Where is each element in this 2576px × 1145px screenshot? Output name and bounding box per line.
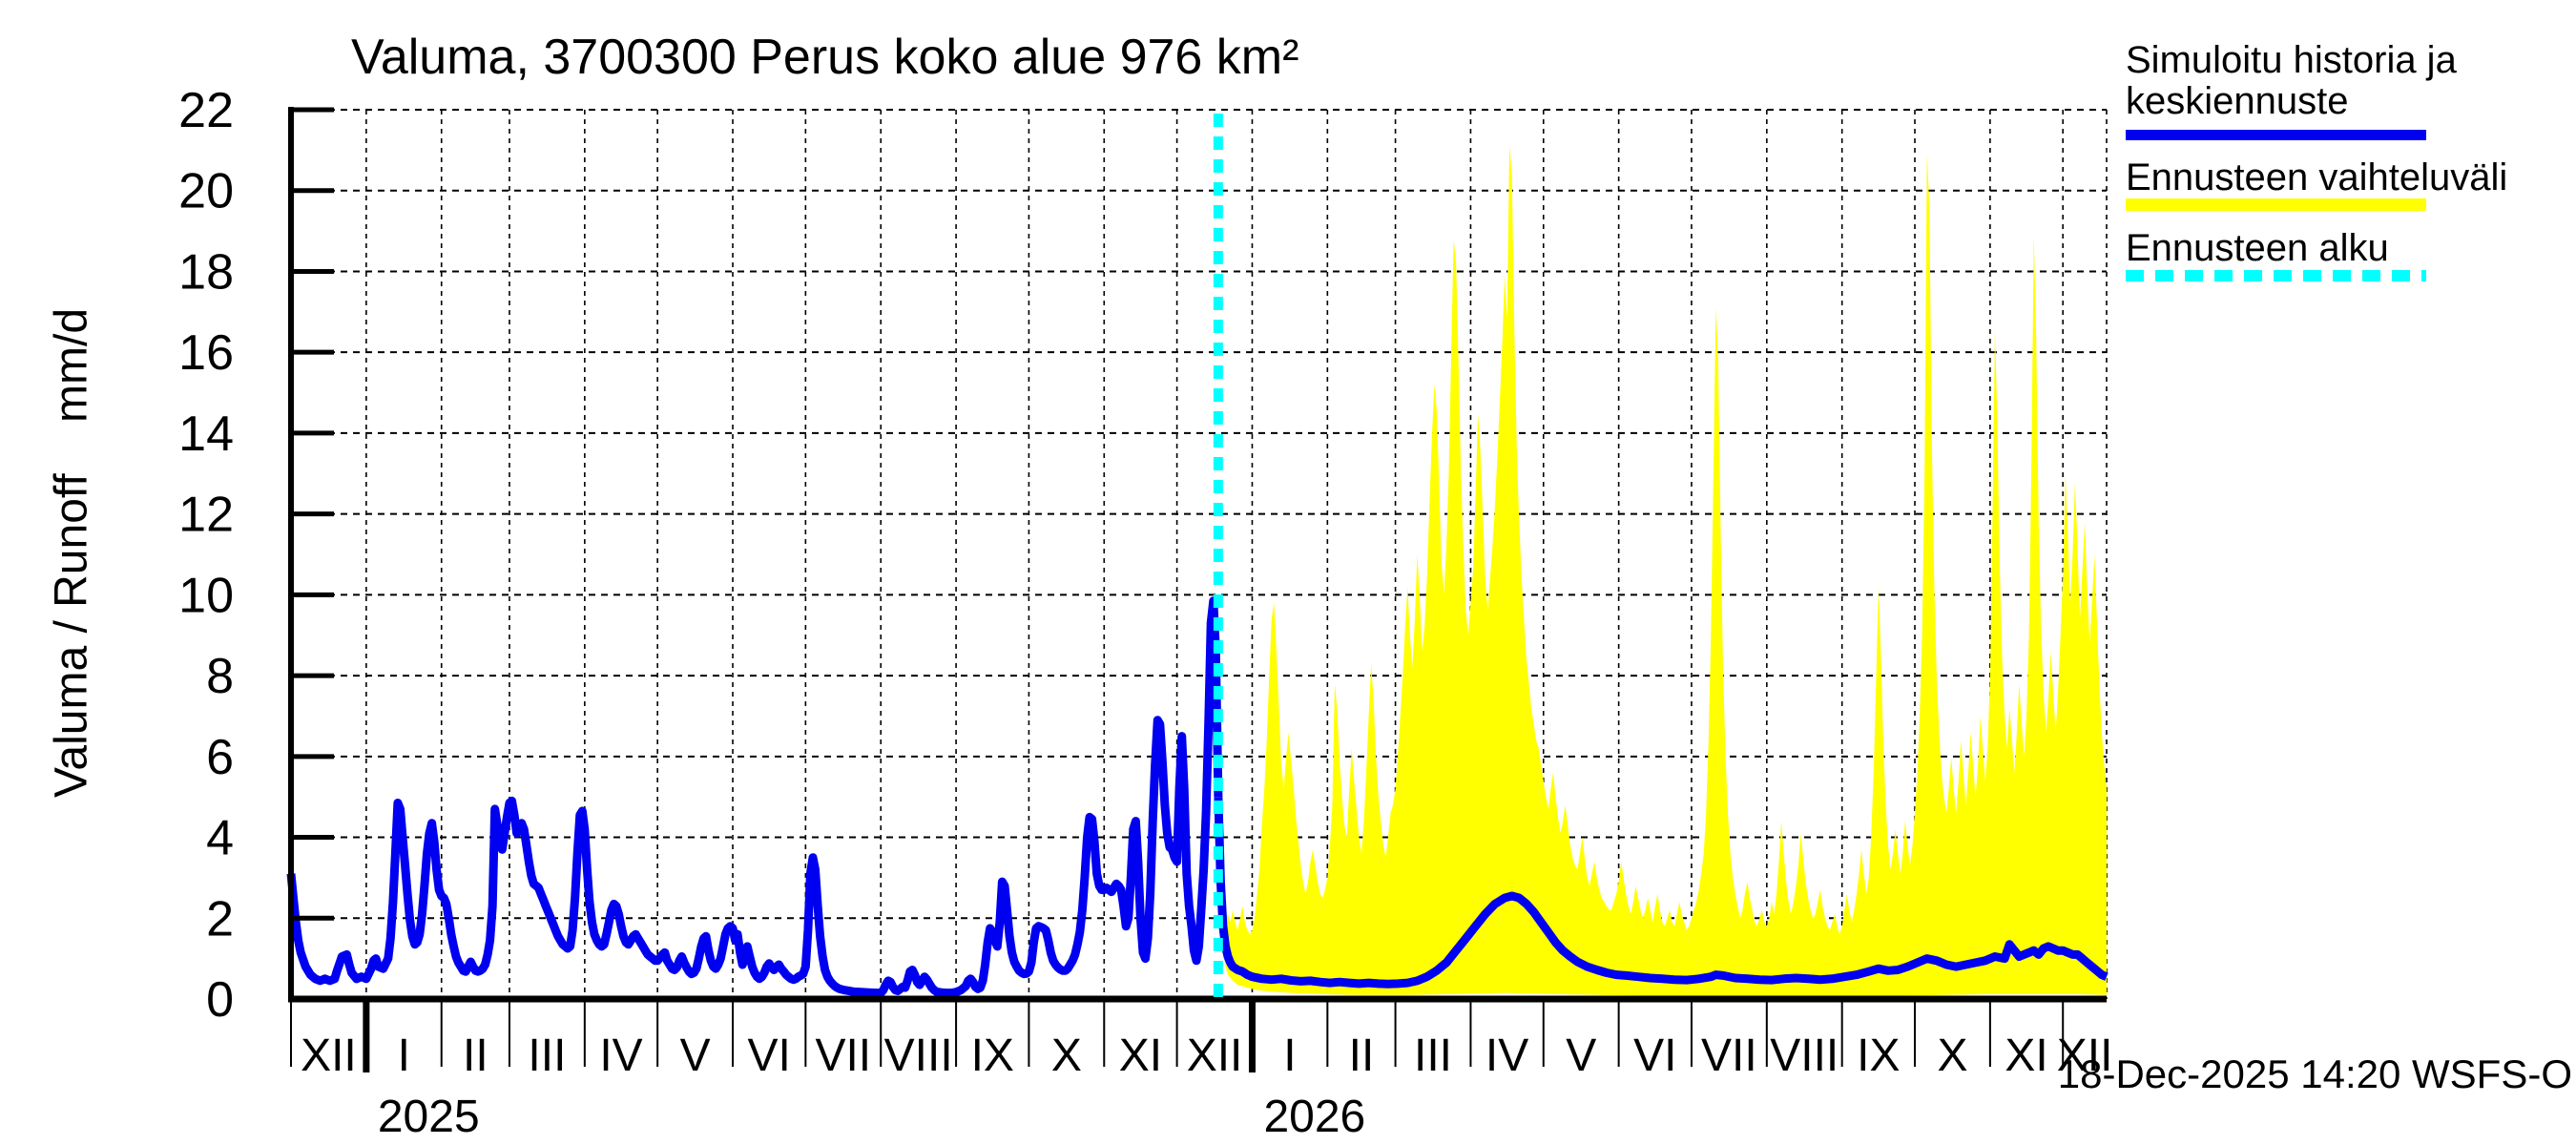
month-label: X bbox=[1051, 1030, 1082, 1081]
month-label: II bbox=[463, 1030, 488, 1081]
month-label: VIII bbox=[884, 1030, 953, 1081]
month-label: XII bbox=[1187, 1030, 1243, 1081]
month-label: V bbox=[680, 1030, 711, 1081]
month-label: II bbox=[1349, 1030, 1375, 1081]
legend-label-range: Ennusteen vaihteluväli bbox=[2126, 156, 2508, 198]
y-tick-label: 8 bbox=[206, 649, 234, 704]
y-tick-label: 0 bbox=[206, 972, 234, 1028]
y-tick-label: 12 bbox=[178, 488, 234, 543]
page-title: Valuma, 3700300 Perus koko alue 976 km² bbox=[351, 30, 1299, 85]
legend-label-history-line2: keskiennuste bbox=[2126, 80, 2349, 122]
y-tick-label: 4 bbox=[206, 811, 234, 866]
month-label: III bbox=[528, 1030, 566, 1081]
month-label: XII bbox=[2057, 1030, 2113, 1081]
timestamp-watermark: 18-Dec-2025 14:20 WSFS-O bbox=[2057, 1051, 2572, 1096]
chart-legend: Simuloitu historia ja keskiennuste Ennus… bbox=[2126, 0, 2574, 315]
y-tick-label: 16 bbox=[178, 325, 234, 381]
month-label: III bbox=[1414, 1030, 1452, 1081]
month-label: XII bbox=[301, 1030, 357, 1081]
legend-label-history-line1: Simuloitu historia ja bbox=[2126, 39, 2457, 81]
month-label: I bbox=[1283, 1030, 1296, 1081]
month-label: XI bbox=[2005, 1030, 2047, 1081]
month-label: X bbox=[1937, 1030, 1967, 1081]
y-tick-label: 14 bbox=[178, 406, 234, 462]
month-label: IX bbox=[971, 1030, 1014, 1081]
y-tick-label: 6 bbox=[206, 730, 234, 785]
forecast-mean-line bbox=[1214, 797, 2109, 989]
y-tick-label: 18 bbox=[178, 244, 234, 300]
month-label: IV bbox=[599, 1030, 642, 1081]
month-label: XI bbox=[1119, 1030, 1162, 1081]
year-label: 2026 bbox=[1263, 1092, 1365, 1142]
y-tick-label: 20 bbox=[178, 164, 234, 219]
y-tick-label: 2 bbox=[206, 891, 234, 947]
forecast-range-band bbox=[1217, 146, 2107, 997]
legend-line-range-icon bbox=[2126, 198, 2426, 211]
legend-line-history-icon bbox=[2126, 130, 2426, 140]
month-label: VII bbox=[1701, 1030, 1757, 1081]
legend-line-forecast-start-icon bbox=[2126, 270, 2426, 281]
year-label: 2025 bbox=[378, 1092, 480, 1142]
legend-label-forecast-start: Ennusteen alku bbox=[2126, 227, 2389, 269]
y-tick-label: 10 bbox=[178, 568, 234, 623]
month-label: IV bbox=[1485, 1030, 1528, 1081]
month-label: VI bbox=[1633, 1030, 1676, 1081]
month-label: VI bbox=[748, 1030, 791, 1081]
y-axis-title: Valuma / Runoff mm/d bbox=[46, 307, 97, 799]
month-label: V bbox=[1566, 1030, 1596, 1081]
history-mean-line bbox=[286, 596, 1223, 998]
month-label: IX bbox=[1857, 1030, 1900, 1081]
month-label: I bbox=[398, 1030, 410, 1081]
month-label: VIII bbox=[1770, 1030, 1839, 1081]
month-label: VII bbox=[815, 1030, 871, 1081]
y-tick-label: 22 bbox=[178, 83, 234, 138]
